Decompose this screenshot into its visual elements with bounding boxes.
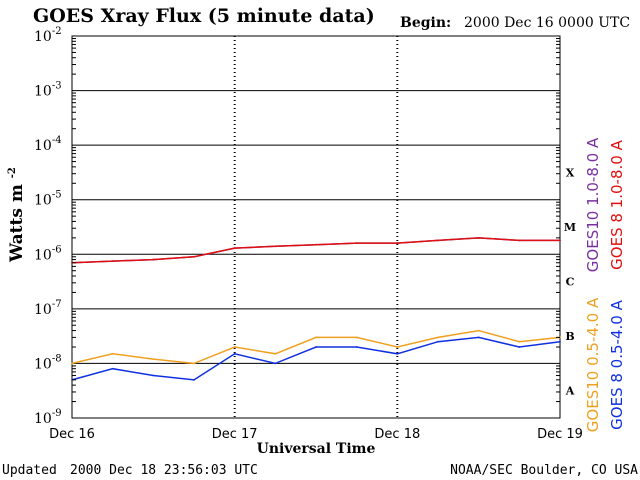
y-axis-label: Watts m xyxy=(7,184,27,263)
series-point xyxy=(396,352,399,355)
plot-frame xyxy=(71,35,561,419)
y-tick-base: 10 xyxy=(34,247,52,263)
y-tick-exp: -2 xyxy=(52,26,62,37)
series-point xyxy=(193,255,195,258)
flare-class-label: X xyxy=(566,166,575,179)
series-point xyxy=(437,340,439,343)
series-line xyxy=(71,237,560,264)
series-point xyxy=(396,242,399,245)
series-point xyxy=(315,336,317,339)
series-point xyxy=(71,362,73,365)
y-tick-base: 10 xyxy=(34,193,52,209)
y-axis-label-group: Watts m -2 xyxy=(7,167,27,263)
series-point xyxy=(518,340,521,343)
chart-title: GOES Xray Flux (5 minute data) xyxy=(33,5,375,27)
series-point xyxy=(152,358,155,361)
series-point xyxy=(355,346,358,348)
y-tick-label: 10-6 xyxy=(34,244,62,263)
y-tick-label: 10-5 xyxy=(34,190,62,209)
series-point xyxy=(152,258,155,261)
series-line xyxy=(71,237,560,264)
series-point xyxy=(518,346,521,348)
series-point xyxy=(559,239,561,242)
y-tick-base: 10 xyxy=(34,356,52,372)
y-tick-exp: -3 xyxy=(52,81,62,92)
series-point xyxy=(437,336,439,339)
x-axis-label: Universal Time xyxy=(257,441,376,457)
svg-text:Watts m -2: Watts m -2 xyxy=(7,167,27,263)
x-ticks: Dec 16 Dec 17 Dec 18 Dec 19 xyxy=(49,427,583,442)
flare-class-label: B xyxy=(565,330,574,343)
series-point xyxy=(477,236,480,239)
updated-value: 2000 Dec 18 23:56:03 UTC xyxy=(70,463,258,478)
series-point xyxy=(274,352,277,355)
x-tick-label: Dec 17 xyxy=(212,427,258,442)
y-tick-exp: -5 xyxy=(52,190,62,201)
flare-class-label: M xyxy=(564,221,576,234)
y-tick-base: 10 xyxy=(34,138,52,154)
y-axis-label-sup: -2 xyxy=(7,167,18,178)
series-point xyxy=(477,336,480,339)
y-tick-exp: -9 xyxy=(52,408,62,419)
series-point xyxy=(193,362,195,365)
series-point xyxy=(193,378,195,381)
series-point xyxy=(355,242,358,245)
series-point xyxy=(274,245,277,248)
y-tick-exp: -8 xyxy=(52,353,62,364)
series-point xyxy=(233,247,236,249)
legend-entry: GOES10 1.0-8.0 A xyxy=(584,137,602,272)
series-point xyxy=(111,260,114,263)
series-point xyxy=(111,352,114,355)
series-point xyxy=(355,336,358,339)
updated-label: Updated xyxy=(2,463,57,478)
y-tick-base: 10 xyxy=(34,29,52,45)
legend: GOES10 1.0-8.0 A GOES 8 1.0-8.0 A GOES10 0… xyxy=(584,137,626,432)
y-tick-exp: -6 xyxy=(52,244,62,255)
grid xyxy=(72,36,560,418)
y-tick-exp: -4 xyxy=(52,135,62,146)
source-label: NOAA/SEC Boulder, CO USA xyxy=(450,463,638,478)
series-group xyxy=(71,236,561,381)
series-point xyxy=(315,243,317,246)
y-tick-label: 10-7 xyxy=(34,299,62,318)
x-tick-label: Dec 18 xyxy=(374,427,420,442)
y-tick-label: 10-3 xyxy=(34,81,62,100)
series-point xyxy=(111,367,114,370)
series-point xyxy=(437,239,439,242)
y-tick-base: 10 xyxy=(34,84,52,100)
series-point xyxy=(477,329,480,332)
begin-label: Begin: xyxy=(400,15,451,31)
flare-class-label: A xyxy=(565,385,575,398)
y-tick-base: 10 xyxy=(34,302,52,318)
legend-entry: GOES10 0.5-4.0 A xyxy=(584,297,602,432)
y-tick-label: 10-8 xyxy=(34,353,62,372)
y-tick-label: 10-9 xyxy=(34,408,62,427)
y-tick-exp: -7 xyxy=(52,299,62,310)
x-tick-label: Dec 16 xyxy=(49,427,95,442)
series-point xyxy=(274,362,277,365)
flare-class-label: C xyxy=(566,276,575,289)
y-tick-label: 10-4 xyxy=(34,135,62,154)
series-point xyxy=(396,346,399,348)
flare-classes: X M C B A xyxy=(564,166,576,397)
series-point xyxy=(233,352,236,355)
series-point xyxy=(315,346,317,348)
series-point xyxy=(233,346,236,348)
series-point xyxy=(152,374,155,377)
begin-value: 2000 Dec 16 0000 UTC xyxy=(464,15,630,31)
y-tick-label: 10-2 xyxy=(34,26,62,45)
series-point xyxy=(518,239,521,242)
series-point xyxy=(559,340,561,343)
y-ticks: 10-210-310-410-510-610-710-810-9 xyxy=(34,26,560,427)
y-tick-base: 10 xyxy=(34,411,52,427)
legend-entry: GOES 8 1.0-8.0 A xyxy=(608,139,626,269)
legend-entry: GOES 8 0.5-4.0 A xyxy=(608,299,626,429)
x-tick-label: Dec 19 xyxy=(537,427,583,442)
